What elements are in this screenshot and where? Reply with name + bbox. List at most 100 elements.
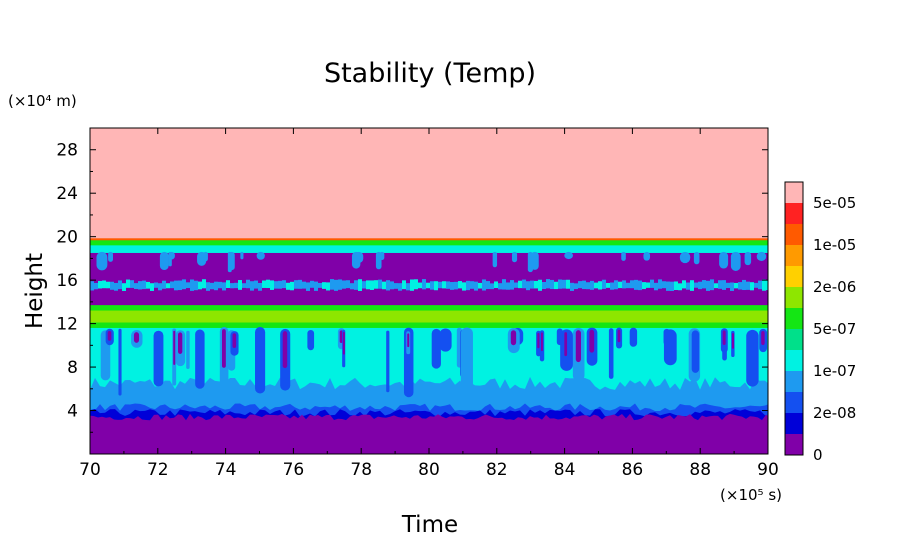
cyan-layer-segment <box>554 281 558 290</box>
cyan-layer-segment <box>462 282 466 291</box>
cyan-layer-segment <box>518 280 522 289</box>
cyan-layer-segment <box>374 280 378 289</box>
cyan-layer-segment <box>118 280 122 290</box>
cyan-layer-segment <box>426 282 430 289</box>
cyan-layer-segment <box>534 280 538 289</box>
colorbar-cell <box>785 308 803 329</box>
colorbar-frame <box>784 181 804 456</box>
cyan-layer-segment <box>342 280 346 289</box>
y-tick-label-16: 16 <box>56 271 78 291</box>
colorbar-label: 2e-06 <box>813 278 856 296</box>
upper-dip <box>730 251 741 271</box>
cyan-layer-segment <box>406 283 410 291</box>
cyan-layer-segment <box>206 282 210 291</box>
cyan-layer-segment <box>718 280 722 289</box>
cyan-layer-segment <box>490 283 494 290</box>
cyan-layer-segment <box>110 281 114 290</box>
cyan-layer-segment <box>106 281 110 289</box>
cyan-layer-segment <box>186 282 190 289</box>
cyan-layer-segment <box>294 280 298 289</box>
plume <box>439 328 452 352</box>
cyan-layer-segment <box>566 279 570 289</box>
plume <box>460 327 473 394</box>
cyan-layer-segment <box>402 280 406 290</box>
cyan-layer-segment <box>474 281 478 291</box>
colorbar-cell <box>785 350 803 371</box>
plume <box>629 327 638 347</box>
cyan-layer-segment <box>390 281 394 290</box>
cyan-layer-segment <box>618 281 622 289</box>
upper-dip <box>492 251 498 268</box>
contour-band-5e-05 <box>90 128 768 240</box>
colorbar-label: 1e-05 <box>813 236 856 254</box>
plume-core <box>173 330 176 365</box>
cyan-layer-segment <box>678 283 682 291</box>
cyan-layer-segment <box>398 283 402 291</box>
cyan-layer-segment <box>742 279 746 291</box>
cyan-layer-segment <box>730 282 734 291</box>
upper-dip <box>744 251 752 266</box>
plot-area <box>90 128 768 454</box>
cyan-layer-segment <box>466 280 470 291</box>
cyan-layer-segment <box>538 279 542 291</box>
cyan-layer-segment <box>174 280 178 291</box>
cyan-layer-segment <box>590 280 594 290</box>
plume-core <box>133 332 140 343</box>
colorbar: 0 2e-08 1e-07 5e-07 2e-06 1e-05 5e-05 <box>784 181 856 464</box>
cyan-layer-segment <box>258 282 262 291</box>
plume-core <box>722 330 726 345</box>
cyan-layer-segment <box>762 279 766 291</box>
cyan-layer-segment <box>434 281 438 291</box>
plume <box>186 330 190 369</box>
colorbar-label: 1e-07 <box>813 362 856 380</box>
cyan-layer-segment <box>714 283 718 289</box>
colorbar-label: 5e-05 <box>813 194 856 212</box>
y-tick-label-24: 24 <box>56 184 78 204</box>
cyan-layer-segment <box>710 279 714 291</box>
cyan-layer-segment <box>310 280 314 288</box>
cyan-layer-segment <box>410 279 414 291</box>
cyan-layer-segment <box>650 279 654 288</box>
cyan-layer-segment <box>542 282 546 290</box>
cyan-layer-segment <box>450 282 454 290</box>
cyan-layer-segment <box>162 280 166 289</box>
cyan-layer-segment <box>626 282 630 289</box>
cyan-layer-segment <box>602 279 606 289</box>
cyan-layer-segment <box>646 282 650 288</box>
plume <box>608 328 614 379</box>
upper-dip <box>756 251 767 262</box>
cyan-layer-segment <box>726 282 730 289</box>
cyan-layer-segment <box>570 282 574 291</box>
cyan-layer-segment <box>126 279 130 288</box>
y-tick-label-20: 20 <box>56 228 78 248</box>
cyan-layer-segment <box>606 282 610 288</box>
cyan-layer-segment <box>158 283 162 291</box>
x-tick-label-90: 90 <box>757 460 779 480</box>
upper-dip <box>511 251 518 263</box>
cyan-layer-segment <box>446 281 450 289</box>
cyan-layer-segment <box>282 280 286 289</box>
cyan-layer-segment <box>694 282 698 288</box>
plume-core <box>282 331 288 369</box>
colorbar-cell <box>785 413 803 434</box>
colorbar-cell <box>785 182 803 203</box>
cyan-layer-segment <box>182 279 186 290</box>
cyan-layer-segment <box>658 279 662 289</box>
cyan-layer-segment <box>354 280 358 290</box>
colorbar-cell <box>785 203 803 224</box>
x-unit-label: (×10⁵ s) <box>720 486 782 504</box>
cyan-layer-segment <box>738 282 742 290</box>
plume-core <box>232 333 237 349</box>
cyan-layer-segment <box>690 280 694 291</box>
cyan-layer-segment <box>442 281 446 289</box>
colorbar-cell <box>785 329 803 350</box>
cyan-layer-segment <box>150 283 154 291</box>
x-axis: 70 72 74 76 78 80 82 84 86 88 90 <box>79 128 779 480</box>
cyan-layer-segment <box>458 281 462 289</box>
plume-core <box>540 332 543 352</box>
cyan-layer-segment <box>210 282 214 290</box>
contour-band-0-upper <box>90 247 768 306</box>
cyan-layer-segment <box>430 281 434 290</box>
upper-dip <box>351 251 361 269</box>
cyan-layer-segment <box>638 280 642 291</box>
